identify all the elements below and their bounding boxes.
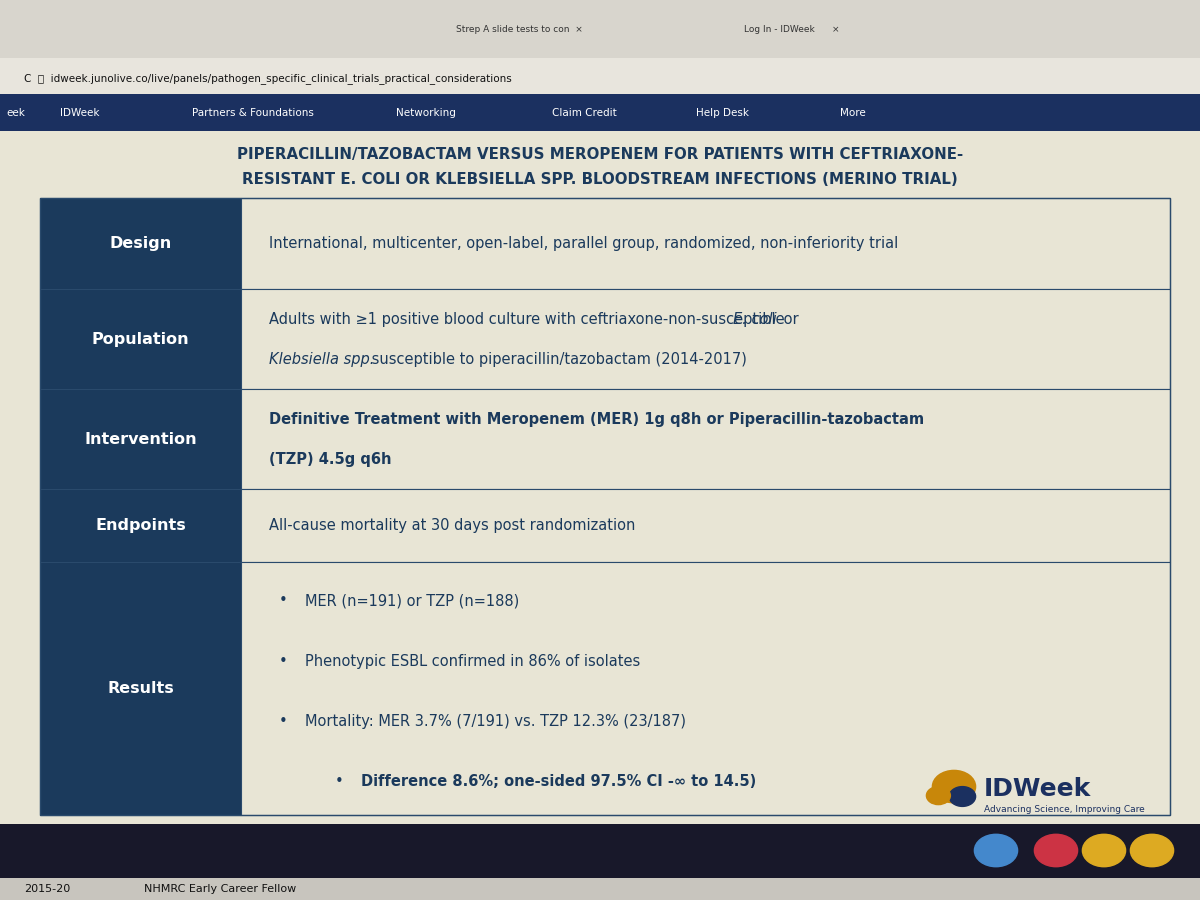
Text: IDWeek: IDWeek [60,107,100,118]
Bar [40,562,241,814]
Text: •: • [278,593,287,608]
Text: Population: Population [91,332,190,347]
Text: Mortality: MER 3.7% (7/191) vs. TZP 12.3% (23/187): Mortality: MER 3.7% (7/191) vs. TZP 12.3… [305,714,686,729]
Text: 2015-20: 2015-20 [24,884,71,895]
Bar [40,198,1170,814]
Bar [40,198,241,289]
Text: Klebsiella spp.: Klebsiella spp. [269,352,374,366]
Text: MER (n=191) or TZP (n=188): MER (n=191) or TZP (n=188) [305,593,520,608]
Circle shape [1082,834,1126,867]
Bar [241,289,1170,389]
Text: RESISTANT E. COLI OR KLEBSIELLA SPP. BLOODSTREAM INFECTIONS (MERINO TRIAL): RESISTANT E. COLI OR KLEBSIELLA SPP. BLO… [242,173,958,187]
Text: Design: Design [109,236,172,251]
Circle shape [974,834,1018,867]
Bar [0,824,1200,878]
Text: Help Desk: Help Desk [696,107,749,118]
Bar [0,878,1200,900]
Text: Networking: Networking [396,107,456,118]
Bar [40,489,241,562]
Text: eek: eek [6,107,25,118]
Text: IDWeek: IDWeek [984,778,1091,801]
Bar [241,489,1170,562]
Text: Results: Results [107,680,174,696]
Text: All-cause mortality at 30 days post randomization: All-cause mortality at 30 days post rand… [269,518,635,533]
Bar [241,389,1170,489]
Text: susceptible to piperacillin/tazobactam (2014-2017): susceptible to piperacillin/tazobactam (… [367,352,746,366]
Text: or: or [779,311,798,327]
Text: Definitive Treatment with Meropenem (MER) 1g q8h or Piperacillin-tazobactam: Definitive Treatment with Meropenem (MER… [269,411,924,427]
Text: Difference 8.6%; one-sided 97.5% CI -∞ to 14.5): Difference 8.6%; one-sided 97.5% CI -∞ t… [361,774,756,789]
Text: NHMRC Early Career Fellow: NHMRC Early Career Fellow [144,884,296,895]
Text: (TZP) 4.5g q6h: (TZP) 4.5g q6h [269,452,391,466]
Bar [241,198,1170,289]
Text: •: • [278,714,287,729]
Circle shape [1034,834,1078,867]
Bar [0,94,1200,130]
Circle shape [926,787,950,805]
Text: •: • [335,774,343,789]
Text: C  🔒  idweek.junolive.co/live/panels/pathogen_specific_clinical_trials_practical: C 🔒 idweek.junolive.co/live/panels/patho… [24,73,511,84]
Text: Partners & Foundations: Partners & Foundations [192,107,314,118]
Text: Intervention: Intervention [84,432,197,446]
Bar [40,389,241,489]
Text: Phenotypic ESBL confirmed in 86% of isolates: Phenotypic ESBL confirmed in 86% of isol… [305,653,640,669]
Text: International, multicenter, open-label, parallel group, randomized, non-inferior: International, multicenter, open-label, … [269,236,898,251]
Text: Endpoints: Endpoints [95,518,186,533]
Bar [40,289,241,389]
Circle shape [949,787,976,806]
Text: PIPERACILLIN/TAZOBACTAM VERSUS MEROPENEM FOR PATIENTS WITH CEFTRIAXONE-: PIPERACILLIN/TAZOBACTAM VERSUS MEROPENEM… [236,148,964,162]
Bar [0,58,1200,94]
Text: More: More [840,107,865,118]
Text: Harris et al. JAMA 2018;320(10): Harris et al. JAMA 2018;320(10) [46,781,232,794]
Text: Log In - IDWeek      ×: Log In - IDWeek × [744,25,840,34]
Bar [0,130,1200,824]
Circle shape [932,770,976,803]
Bar [241,562,1170,814]
Text: E. coli: E. coli [733,311,776,327]
Text: Adults with ≥1 positive blood culture with ceftriaxone-non-susceptible: Adults with ≥1 positive blood culture wi… [269,311,790,327]
Text: •: • [278,653,287,669]
Text: Strep A slide tests to con  ×: Strep A slide tests to con × [456,25,583,34]
Text: Advancing Science, Improving Care: Advancing Science, Improving Care [984,806,1145,814]
Text: Claim Credit: Claim Credit [552,107,617,118]
Bar [0,0,1200,58]
Circle shape [1130,834,1174,867]
